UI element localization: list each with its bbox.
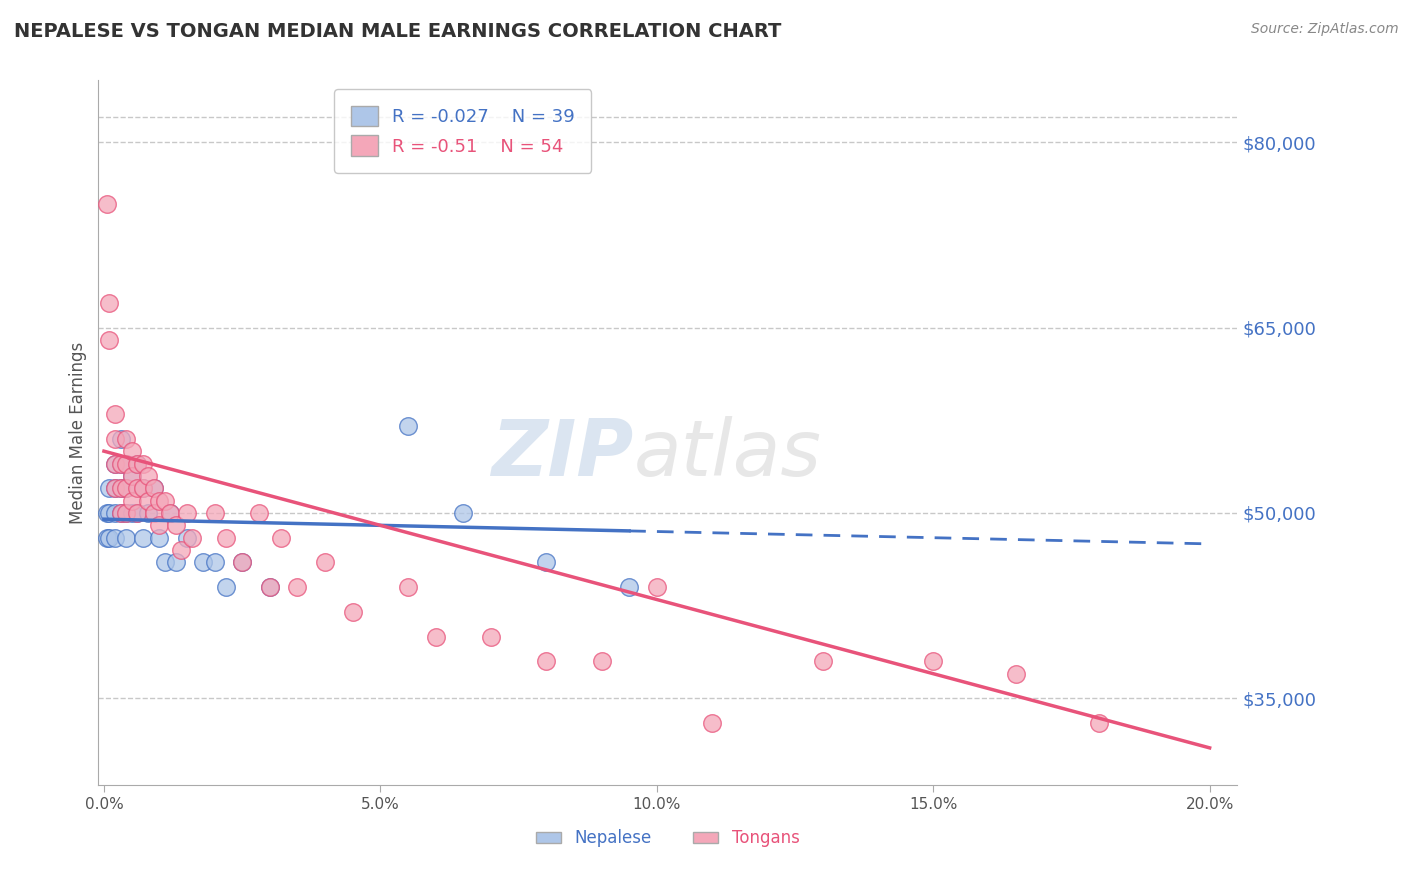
Point bbox=[159, 506, 181, 520]
Point bbox=[1088, 716, 1111, 731]
Point bbox=[534, 556, 557, 570]
Point bbox=[142, 481, 165, 495]
Point bbox=[104, 432, 127, 446]
Point bbox=[104, 407, 127, 421]
Point bbox=[121, 506, 143, 520]
Point bbox=[148, 493, 170, 508]
Point bbox=[259, 580, 281, 594]
Point bbox=[700, 716, 723, 731]
Point bbox=[270, 531, 292, 545]
Point bbox=[534, 654, 557, 668]
Point bbox=[121, 444, 143, 458]
Text: Source: ZipAtlas.com: Source: ZipAtlas.com bbox=[1251, 22, 1399, 37]
Point bbox=[104, 457, 127, 471]
Point bbox=[98, 333, 121, 347]
Point bbox=[479, 630, 502, 644]
Text: ZIP: ZIP bbox=[492, 416, 634, 491]
Point bbox=[110, 457, 132, 471]
Point bbox=[1005, 666, 1028, 681]
Point bbox=[127, 506, 149, 520]
Point bbox=[104, 531, 127, 545]
Point bbox=[231, 556, 253, 570]
Point bbox=[247, 506, 270, 520]
Point bbox=[115, 481, 138, 495]
Point bbox=[121, 493, 143, 508]
Point bbox=[110, 432, 132, 446]
Point bbox=[591, 654, 613, 668]
Point bbox=[127, 481, 149, 495]
Point bbox=[204, 556, 226, 570]
Point bbox=[127, 457, 149, 471]
Point bbox=[115, 531, 138, 545]
Point bbox=[104, 457, 127, 471]
Text: atlas: atlas bbox=[634, 416, 821, 491]
Point bbox=[165, 518, 187, 533]
Point bbox=[617, 580, 640, 594]
Point bbox=[121, 469, 143, 483]
Point bbox=[287, 580, 309, 594]
Point bbox=[142, 506, 165, 520]
Point bbox=[342, 605, 364, 619]
Point bbox=[214, 580, 236, 594]
Point bbox=[231, 556, 253, 570]
Point bbox=[115, 506, 138, 520]
Y-axis label: Median Male Earnings: Median Male Earnings bbox=[69, 342, 87, 524]
Point bbox=[153, 493, 176, 508]
Point bbox=[181, 531, 204, 545]
Point bbox=[922, 654, 945, 668]
Point bbox=[170, 543, 193, 558]
Point bbox=[148, 531, 170, 545]
Point bbox=[121, 469, 143, 483]
Point bbox=[453, 506, 475, 520]
Point bbox=[110, 481, 132, 495]
Point bbox=[136, 506, 159, 520]
Point bbox=[127, 506, 149, 520]
Text: NEPALESE VS TONGAN MEDIAN MALE EARNINGS CORRELATION CHART: NEPALESE VS TONGAN MEDIAN MALE EARNINGS … bbox=[14, 22, 782, 41]
Point bbox=[425, 630, 447, 644]
Point bbox=[115, 481, 138, 495]
Point bbox=[96, 506, 118, 520]
Point bbox=[115, 432, 138, 446]
Point bbox=[131, 481, 153, 495]
Point bbox=[259, 580, 281, 594]
Point bbox=[153, 556, 176, 570]
Point bbox=[98, 295, 121, 310]
Point bbox=[645, 580, 668, 594]
Point bbox=[131, 457, 153, 471]
Point bbox=[127, 457, 149, 471]
Point bbox=[98, 531, 121, 545]
Point bbox=[396, 419, 419, 434]
Point bbox=[811, 654, 834, 668]
Point bbox=[115, 457, 138, 471]
Point bbox=[96, 531, 118, 545]
Point bbox=[98, 481, 121, 495]
Point bbox=[176, 531, 198, 545]
Point bbox=[96, 197, 118, 211]
Point bbox=[115, 457, 138, 471]
Point bbox=[115, 506, 138, 520]
Point bbox=[136, 493, 159, 508]
Point bbox=[104, 481, 127, 495]
Point bbox=[142, 481, 165, 495]
Point bbox=[104, 481, 127, 495]
Point bbox=[131, 481, 153, 495]
Legend: Nepalese, Tongans: Nepalese, Tongans bbox=[530, 822, 806, 855]
Point bbox=[104, 506, 127, 520]
Point bbox=[148, 518, 170, 533]
Point bbox=[131, 531, 153, 545]
Point bbox=[176, 506, 198, 520]
Point bbox=[204, 506, 226, 520]
Point bbox=[214, 531, 236, 545]
Point bbox=[396, 580, 419, 594]
Point bbox=[98, 506, 121, 520]
Point bbox=[165, 556, 187, 570]
Point bbox=[110, 457, 132, 471]
Point bbox=[159, 506, 181, 520]
Point bbox=[110, 481, 132, 495]
Point bbox=[314, 556, 336, 570]
Point bbox=[110, 506, 132, 520]
Point bbox=[110, 506, 132, 520]
Point bbox=[193, 556, 215, 570]
Point bbox=[136, 469, 159, 483]
